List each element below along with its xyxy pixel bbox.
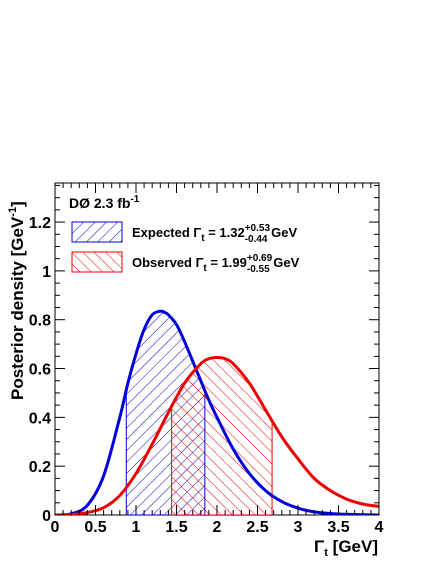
x-tick-label: 0.5	[84, 519, 106, 536]
curve-observed	[55, 356, 379, 515]
curve-expected	[55, 309, 379, 515]
y-tick-label: 1.2	[29, 215, 51, 232]
y-tick-label: 1	[42, 264, 51, 281]
experiment-label: DØ 2.3 fb-1	[69, 194, 140, 211]
x-tick-label: 4	[375, 519, 384, 536]
y-tick-label: 0.2	[29, 459, 51, 476]
legend-label-expected: Expected Γt = 1.32+0.53 -0.44 GeV	[132, 223, 297, 245]
y-tick-labels: 0 0.2 0.4 0.6 0.8 1 1.2	[29, 215, 51, 525]
x-tick-label: 3	[294, 519, 303, 536]
x-tick-label: 1	[132, 519, 141, 536]
x-tick-label: 3.5	[327, 519, 349, 536]
interval-areas	[125, 310, 273, 515]
y-axis-title: Posterior density [GeV-1]	[7, 201, 27, 400]
y-tick-label: 0.4	[29, 410, 51, 427]
legend: Expected Γt = 1.32+0.53 -0.44 GeV Observe…	[71, 221, 300, 275]
axis-ticks	[54, 183, 380, 516]
x-tick-labels: 0 0.5 1 1.5 2 2.5 3 3.5 4	[51, 519, 384, 536]
y-tick-label: 0.8	[29, 313, 51, 330]
x-tick-label: 2	[213, 519, 222, 536]
legend-label-observed: Observed Γt = 1.99+0.69 -0.55 GeV	[132, 253, 300, 275]
y-tick-label: 0	[42, 508, 51, 525]
x-tick-label: 1.5	[165, 519, 187, 536]
x-tick-label: 0	[51, 519, 60, 536]
legend-swatch-expected	[71, 221, 123, 243]
legend-swatch-observed	[71, 251, 123, 273]
y-tick-label: 0.6	[29, 362, 51, 379]
x-tick-label: 2.5	[246, 519, 268, 536]
density-curves	[55, 309, 379, 515]
x-axis-title: Γt [GeV]	[314, 537, 378, 559]
